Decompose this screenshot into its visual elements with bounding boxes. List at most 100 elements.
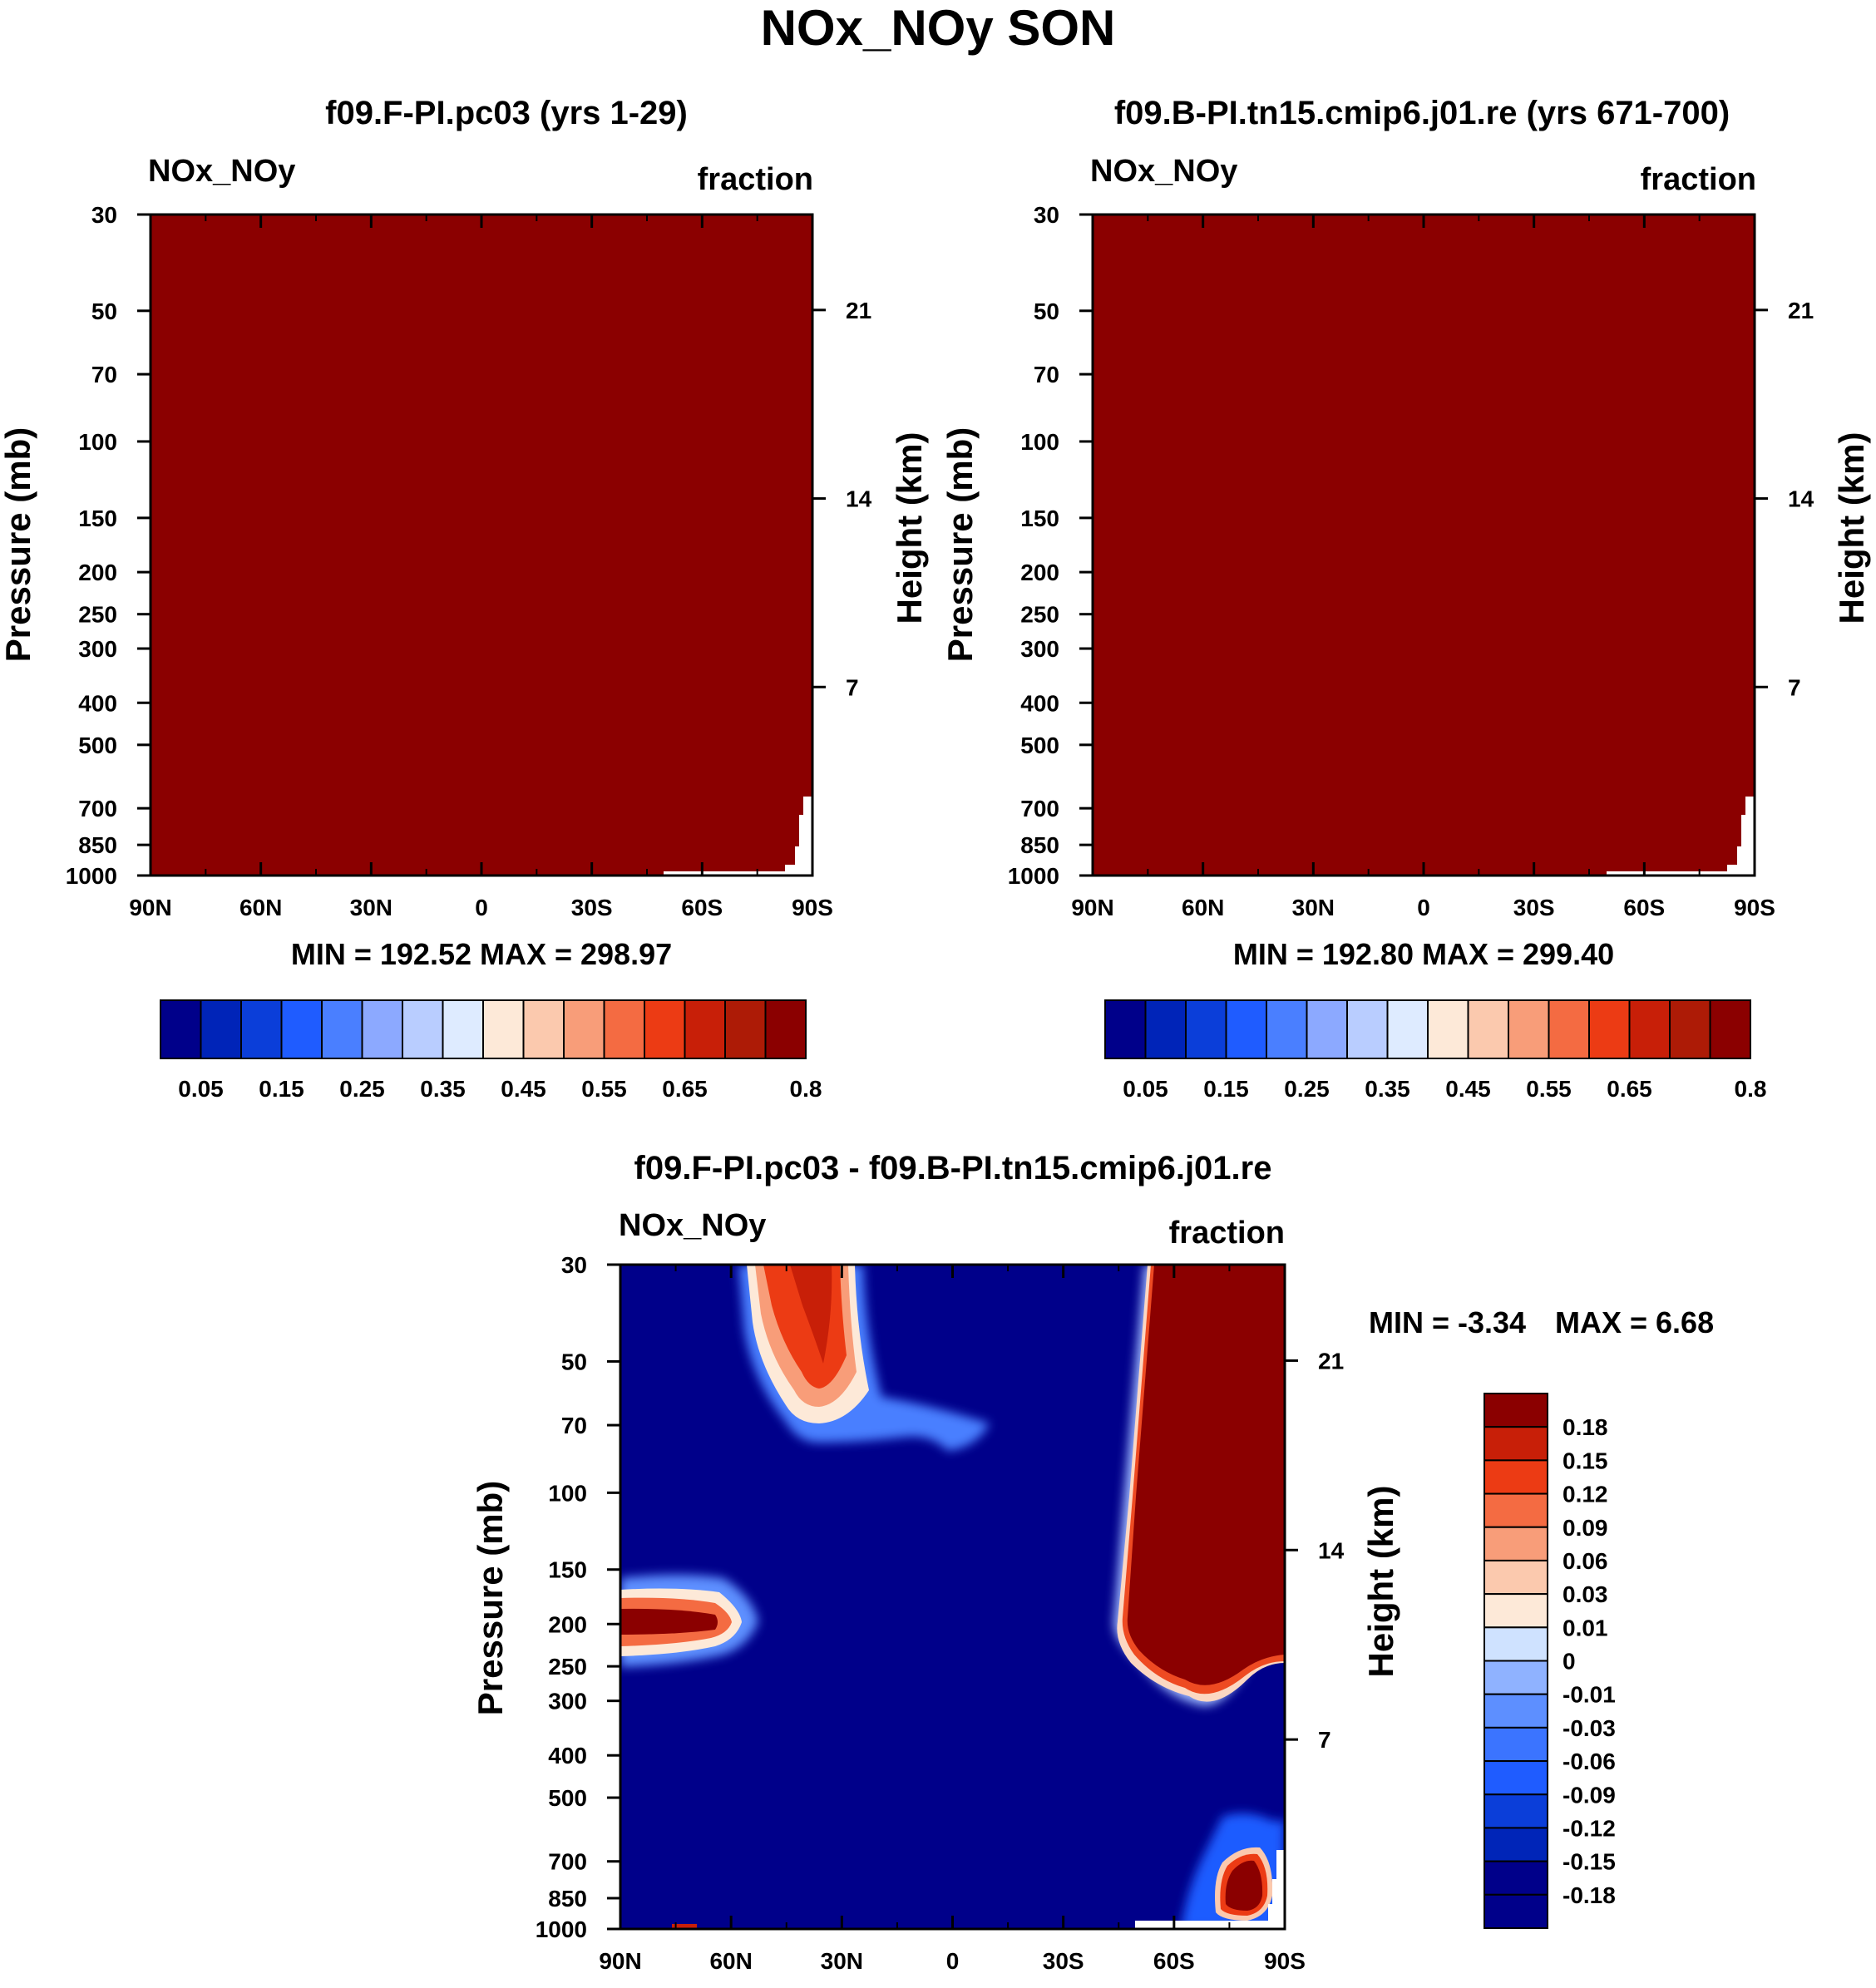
y-tick-label: 700 (1020, 796, 1059, 821)
panel-3-positive-region-sh-stratosphere (1113, 1265, 1285, 1706)
x-tick-label: 90S (1264, 1948, 1306, 1974)
panel-2-y-axis: 30 50 70 100 150 200 250 300 400 500 700 850 1000 (1008, 202, 1093, 889)
panel-3-missing-region (1135, 1850, 1285, 1929)
colorbar-label: 0.06 (1563, 1548, 1608, 1574)
height-tick-label: 7 (1788, 674, 1801, 700)
height-tick-label: 14 (846, 486, 872, 512)
colorbar-swatch (1484, 1693, 1548, 1729)
panel-3-stats-max: MAX = 6.68 (1555, 1305, 1714, 1339)
y-tick-label: 300 (548, 1689, 587, 1714)
y-tick-label: 1000 (536, 1916, 587, 1942)
y-tick-label: 300 (1020, 636, 1059, 662)
x-tick-label: 30N (350, 895, 392, 920)
y-tick-label: 400 (548, 1743, 587, 1768)
colorbar-swatch (1467, 999, 1509, 1059)
height-tick-label: 7 (1318, 1727, 1331, 1753)
colorbar-label: 0.45 (501, 1076, 546, 1102)
x-tick-label: 30S (571, 895, 613, 920)
colorbar-label: 0.55 (581, 1076, 627, 1102)
x-tick-label: 90N (1071, 895, 1113, 920)
panel-3-variable-label: NOx_NOy (619, 1208, 766, 1243)
colorbar-label: -0.15 (1563, 1849, 1616, 1875)
panel-2-stats: MIN = 192.80 MAX = 299.40 (1233, 937, 1614, 971)
x-tick-label: 30S (1043, 1948, 1084, 1974)
colorbar-label: -0.06 (1563, 1749, 1616, 1774)
colorbar-swatch (522, 999, 565, 1059)
colorbar-swatch (1484, 1893, 1548, 1929)
colorbar-label: 0 (1563, 1649, 1576, 1675)
panel-2-missing-region (1607, 797, 1755, 876)
colorbar-swatch (1484, 1860, 1548, 1896)
panel-1-ylabel: Pressure (mb) (0, 427, 37, 662)
panel-1-field-fill (151, 215, 812, 876)
height-tick-label: 21 (1318, 1348, 1344, 1374)
panel-2-title: f09.B-PI.tn15.cmip6.j01.re (yrs 671-700) (1114, 95, 1730, 131)
colorbar-swatch (1144, 999, 1187, 1059)
y-tick-label: 700 (548, 1849, 587, 1875)
x-tick-label: 0 (475, 895, 488, 920)
panel-2-ylabel: Pressure (mb) (940, 427, 980, 662)
y-tick-label: 850 (1020, 832, 1059, 858)
panel-3-ylabel-right: Height (km) (1361, 1486, 1400, 1678)
colorbar-label: -0.12 (1563, 1815, 1616, 1841)
colorbar-label: 0.25 (339, 1076, 385, 1102)
panel-2-field-fill (1093, 215, 1755, 876)
panel-3-units-label: fraction (1169, 1216, 1285, 1251)
colorbar-swatch (1225, 999, 1267, 1059)
colorbar-swatch (280, 999, 323, 1059)
y-tick-label: 200 (78, 560, 117, 585)
colorbar-swatch (321, 999, 363, 1059)
x-tick-label: 60N (709, 1948, 752, 1974)
colorbar-swatch (240, 999, 283, 1059)
y-tick-label: 250 (548, 1654, 587, 1680)
colorbar-label: 0.35 (420, 1076, 466, 1102)
colorbar-label: -0.03 (1563, 1715, 1616, 1741)
colorbar-swatch (1484, 1393, 1548, 1428)
y-tick-label: 500 (78, 733, 117, 758)
panel-1-missing-region (664, 797, 812, 876)
colorbar-swatch (1484, 1660, 1548, 1695)
y-tick-label: 200 (548, 1611, 587, 1637)
colorbar-swatch (1628, 999, 1671, 1059)
panel-1: f09.F-PI.pc03 (yrs 1-29) NOx_NOy fractio… (0, 95, 929, 1102)
colorbar-label: 0.55 (1526, 1076, 1572, 1102)
y-tick-label: 70 (561, 1413, 587, 1438)
y-tick-label: 150 (78, 506, 117, 531)
y-tick-label: 30 (91, 202, 117, 228)
colorbar-label: 0.12 (1563, 1482, 1608, 1507)
y-tick-label: 850 (78, 832, 117, 858)
y-tick-label: 1000 (66, 863, 117, 889)
colorbar-swatch (1669, 999, 1711, 1059)
x-tick-label: 60S (1153, 1948, 1195, 1974)
panel-3-title: f09.F-PI.pc03 - f09.B-PI.tn15.cmip6.j01.… (634, 1150, 1272, 1186)
colorbar-swatch (160, 999, 202, 1059)
y-tick-label: 50 (1034, 298, 1059, 324)
colorbar-swatch (200, 999, 242, 1059)
panel-2-plot-area (1091, 213, 1756, 877)
colorbar-swatch (402, 999, 444, 1059)
colorbar-label: 0.15 (1563, 1448, 1608, 1473)
x-tick-label: 60N (1182, 895, 1224, 920)
colorbar-label: -0.18 (1563, 1882, 1616, 1908)
colorbar-label: 0.05 (178, 1076, 224, 1102)
colorbar-label: 0.18 (1563, 1414, 1608, 1440)
panel-3-y-axis: 30 50 70 100 150 200 250 300 400 500 700 850 1000 (536, 1252, 620, 1942)
y-tick-label: 300 (78, 636, 117, 662)
panel-1-stats: MIN = 192.52 MAX = 298.97 (291, 937, 672, 971)
x-tick-label: 60S (1623, 895, 1665, 920)
colorbar-swatch (1484, 1559, 1548, 1596)
y-tick-label: 1000 (1008, 863, 1059, 889)
colorbar-swatch (1266, 999, 1308, 1059)
panel-2-colorbar: 0.05 0.15 0.25 0.35 0.45 0.55 0.65 0.8 (1104, 999, 1767, 1102)
colorbar-swatch (1484, 1726, 1548, 1763)
colorbar-label: 0.03 (1563, 1581, 1608, 1607)
panel-3-x-axis: 90N 60N 30N 0 30S 60S 90S (599, 1265, 1306, 1974)
colorbar-label: -0.01 (1563, 1682, 1616, 1708)
y-tick-label: 250 (78, 602, 117, 628)
panel-2-units-label: fraction (1641, 162, 1756, 197)
colorbar-swatch (1185, 999, 1227, 1059)
y-tick-label: 250 (1020, 602, 1059, 628)
colorbar-label: 0.25 (1284, 1076, 1330, 1102)
colorbar-label: 0.8 (1735, 1076, 1767, 1102)
height-tick-label: 14 (1318, 1537, 1345, 1563)
